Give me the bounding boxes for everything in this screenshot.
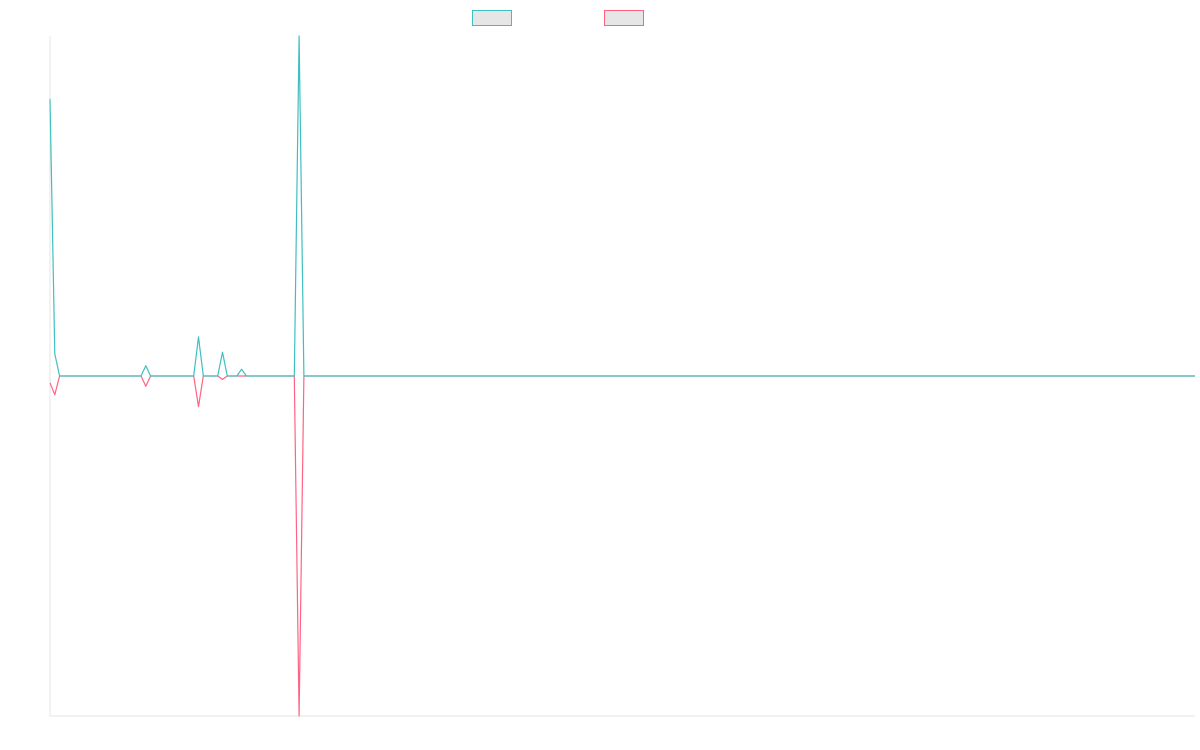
series-line-b	[49, 375, 1195, 717]
legend-swatch-series-a[interactable]	[472, 10, 512, 26]
series-line-a	[49, 35, 1195, 377]
series-layer	[49, 35, 1195, 717]
legend-swatch-series-b[interactable]	[604, 10, 644, 26]
